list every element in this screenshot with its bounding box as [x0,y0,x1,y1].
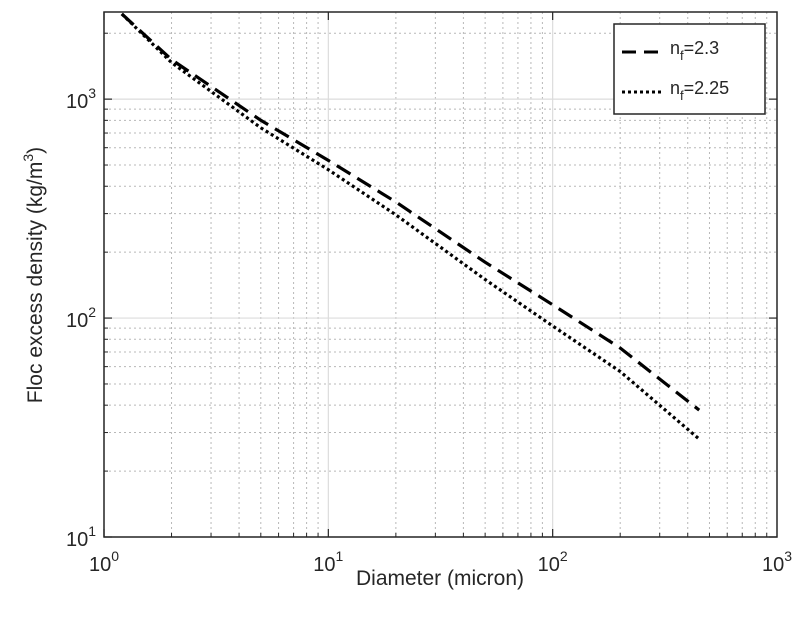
y-axis-label: Floc excess density (kg/m3) [20,147,47,403]
axis-ticks [103,12,777,538]
legend: nf=2.3 nf=2.25 [613,23,766,115]
x-axis-label: Diameter (micron) [356,567,524,590]
y-axis-label-main: Floc excess density (kg/m [24,162,47,404]
x-tick-label: 100 [89,548,119,576]
legend-box [613,23,766,115]
y-axis-label-exponent: 3 [20,154,36,162]
legend-label-nf-2-25: nf=2.25 [670,78,729,103]
x-tick-label: 101 [313,548,343,576]
series-line-nf-2-3 [120,12,701,412]
y-tick-label: 102 [66,304,96,332]
plot-frame [103,11,778,538]
series-layer [120,12,701,441]
x-tick-label: 103 [762,548,792,576]
y-tick-label: 103 [66,85,96,113]
y-axis-label-close: ) [24,147,47,154]
y-tick-label: 101 [66,523,96,551]
legend-label-nf-2-3: nf=2.3 [670,38,719,63]
x-tick-label: 102 [538,548,568,576]
